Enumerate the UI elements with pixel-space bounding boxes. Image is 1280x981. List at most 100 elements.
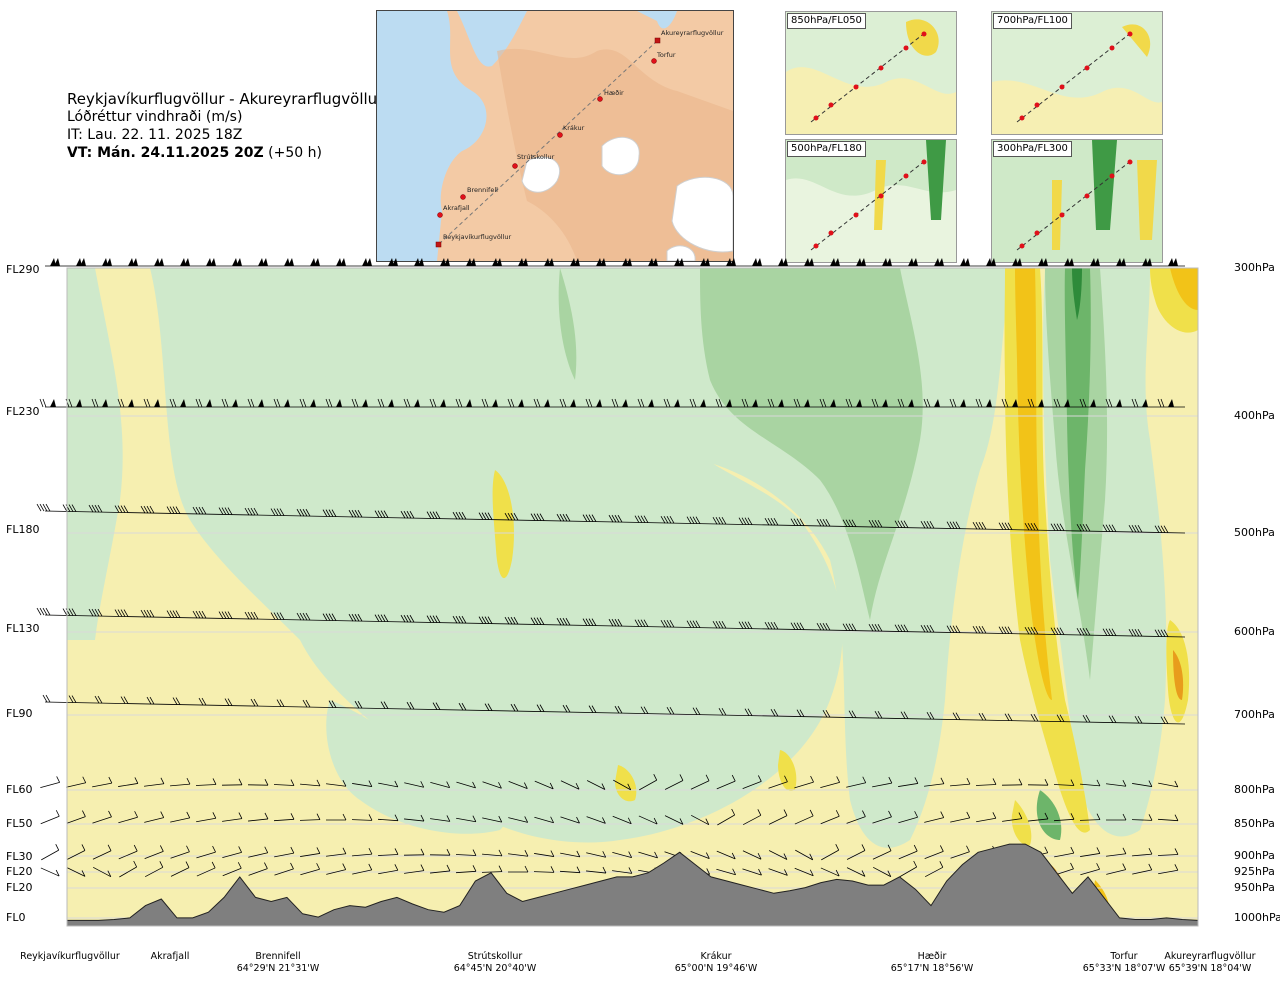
wind-barb-shaft: [1157, 818, 1179, 822]
wind-barb-shaft: [299, 819, 321, 821]
wind-barb-feather: [504, 616, 510, 625]
wind-barb-feather: [123, 505, 129, 513]
location-coordinates: 64°45'N 20°40'W: [453, 963, 537, 974]
wind-barb-feather: [643, 706, 649, 714]
wind-barb-feather: [666, 515, 672, 524]
wind-barb-feather: [1079, 398, 1084, 408]
wind-barb-shaft: [378, 782, 398, 788]
wind-barb-feather: [435, 511, 441, 519]
wind-barb-feather: [354, 398, 359, 408]
thumbnail-700hpa-map: [992, 12, 1162, 134]
wind-barb-feather: [140, 609, 146, 618]
wind-barb-feather: [253, 611, 259, 620]
wind-barb-feather: [757, 775, 762, 782]
wind-barb-feather: [426, 511, 432, 519]
route-map-svg: Akureyrarflugvöllur Torfur Hæðir Krákur …: [377, 11, 733, 261]
wind-barb-feather: [348, 613, 354, 622]
wind-barb-feather: [1163, 525, 1169, 533]
wind-barb-flag: [964, 258, 970, 266]
wind-barb-feather: [747, 708, 753, 716]
wind-barb-feather: [290, 862, 294, 870]
wind-barb-flag: [236, 258, 242, 266]
wind-barb-flag: [674, 399, 680, 407]
wind-barb-feather: [484, 398, 489, 408]
map-label-krakur: Krákur: [563, 124, 585, 132]
wind-barb-flag: [258, 399, 264, 407]
wind-barb-feather: [770, 621, 776, 630]
wind-barb-feather: [550, 816, 554, 823]
wind-barb-shaft: [1079, 819, 1101, 821]
wind-barb-flag: [50, 399, 56, 407]
flight-level-label: FL90: [6, 707, 33, 720]
wind-barb-feather: [790, 518, 796, 526]
wind-barb-feather: [270, 612, 276, 620]
wind-barb-feather: [97, 504, 103, 513]
wind-barb-feather: [247, 398, 252, 408]
thumbnail-700hpa[interactable]: 700hPa/FL100: [991, 11, 1163, 135]
thumbnail-300hpa[interactable]: 300hPa/FL300: [991, 139, 1163, 263]
wind-barb-feather: [1105, 524, 1111, 532]
wind-barb-feather: [1096, 779, 1101, 787]
wind-barb-feather: [1027, 522, 1033, 531]
wind-barb-feather: [1096, 813, 1101, 820]
wind-barb-flag: [54, 258, 60, 266]
wind-barb-feather: [65, 398, 70, 408]
wind-barb-shaft: [1131, 819, 1153, 821]
wind-barb-shaft: [378, 869, 398, 875]
wind-barb-feather: [692, 516, 698, 524]
wind-barb-feather: [848, 398, 853, 408]
wind-barb-shaft: [1053, 818, 1075, 822]
wind-barb-feather: [1007, 713, 1013, 721]
wind-barb-feather: [1082, 714, 1088, 723]
wind-barb-feather: [680, 852, 684, 859]
wind-barb-flag: [288, 258, 294, 266]
wind-barb-shaft: [898, 816, 918, 824]
wind-barb-feather: [108, 776, 113, 784]
wind-barb-shaft: [716, 850, 736, 860]
wind-barb-feather: [966, 777, 971, 785]
wind-barb-feather: [903, 711, 909, 719]
wind-barb-feather: [1108, 524, 1114, 532]
wind-barb-flag: [388, 399, 394, 407]
wind-barb-shaft: [742, 850, 762, 860]
wind-barb-feather: [660, 515, 666, 524]
flight-level-label: FL50: [6, 817, 33, 830]
level-lines: [67, 267, 1198, 919]
route-map[interactable]: Akureyrarflugvöllur Torfur Hæðir Krákur …: [376, 10, 734, 262]
wind-barb-feather: [663, 515, 669, 524]
wind-barb-feather: [877, 519, 883, 528]
wind-barb-flag: [210, 258, 216, 266]
thumbnail-850hpa[interactable]: 850hPa/FL050: [785, 11, 957, 135]
wind-barb-feather: [1030, 522, 1036, 531]
wind-barb-feather: [305, 699, 311, 708]
wind-barb-feather: [195, 398, 200, 408]
wind-barb-feather: [1007, 522, 1013, 530]
wind-barb-shaft: [639, 779, 657, 791]
wind-barb-shaft: [144, 817, 164, 823]
wind-barb-shaft: [455, 854, 477, 856]
wind-barb-feather: [212, 778, 217, 785]
title-block: Reykjavíkurflugvöllur - Akureyrarflugvöl…: [67, 90, 383, 162]
wind-barb-feather: [1027, 398, 1032, 408]
wind-barb-shaft: [690, 851, 710, 859]
thumbnail-500hpa[interactable]: 500hPa/FL180: [785, 139, 957, 263]
wind-barb-feather: [903, 520, 909, 528]
wind-barb-shaft: [717, 814, 735, 826]
wind-barb-shaft: [482, 817, 502, 823]
wind-barb-feather: [731, 808, 736, 816]
wind-barb-feather: [331, 613, 337, 621]
wind-barb-feather: [1122, 863, 1127, 870]
wind-barb-shaft: [430, 870, 450, 874]
wind-barb-feather: [91, 398, 96, 408]
wind-barb-feather: [377, 510, 383, 518]
wind-barb-feather: [133, 860, 138, 868]
wind-barb-feather: [816, 622, 822, 631]
wind-barb-shaft: [846, 850, 866, 860]
wind-barb-feather: [614, 705, 620, 714]
wind-barb-feather: [380, 398, 385, 408]
wind-barb-flag: [50, 258, 56, 266]
flight-level-label: FL290: [6, 263, 40, 276]
wind-barb-feather: [377, 398, 382, 408]
wind-barb-feather: [159, 845, 164, 852]
wind-barb-shaft: [144, 783, 164, 787]
